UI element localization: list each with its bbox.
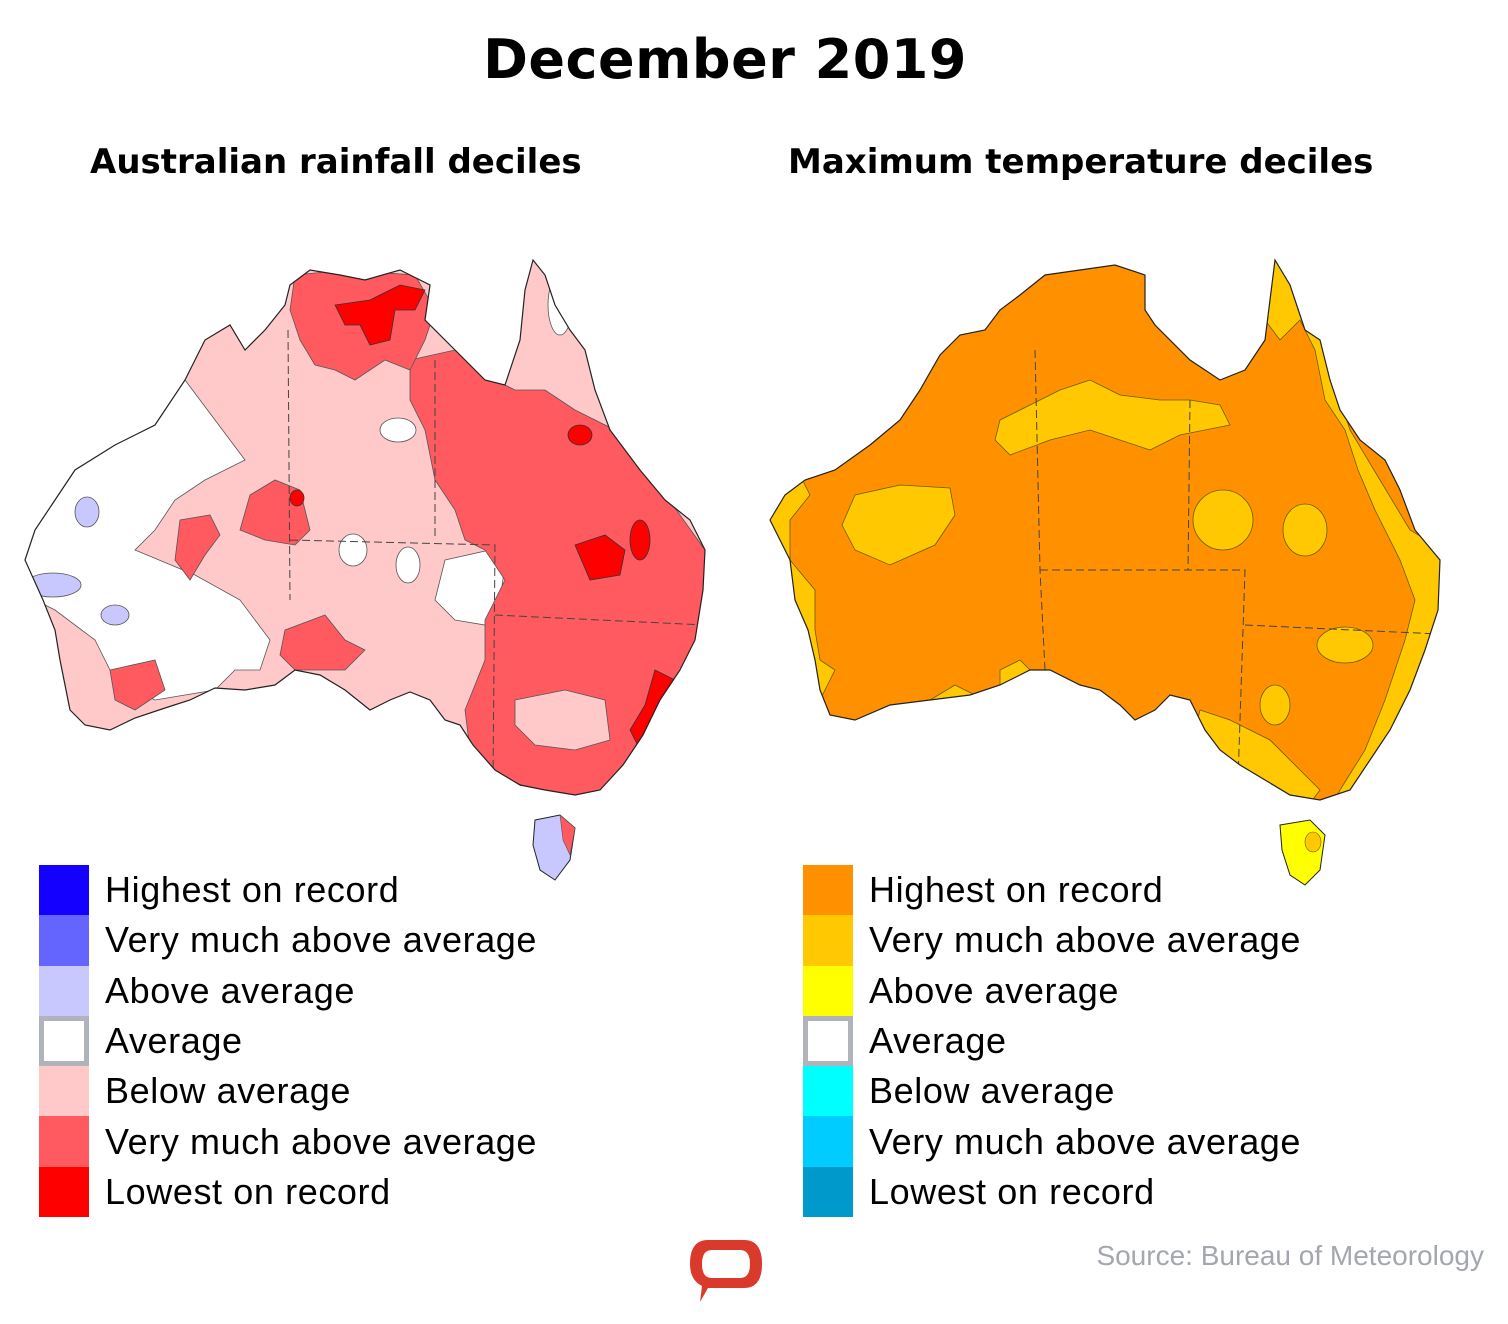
rainfall-legend-label: Highest on record <box>105 869 400 911</box>
rainfall-legend-item: Very much above average <box>39 915 538 966</box>
rainfall-legend-swatch <box>39 1116 89 1167</box>
temperature-very-much-above-patch-wa <box>841 484 956 566</box>
temperature-very-much-above-patch <box>1316 626 1374 664</box>
temperature-legend-label: Very much above average <box>869 1120 1302 1162</box>
rainfall-legend-label: Lowest on record <box>105 1170 391 1212</box>
state-borders <box>1034 349 1440 781</box>
temperature-very-much-above-band-north <box>994 379 1231 456</box>
temperature-highest-region <box>770 260 1440 800</box>
temperature-legend-label: Above average <box>869 969 1119 1011</box>
temperature-legend-swatch <box>803 965 853 1016</box>
rainfall-below-average-patch-vic <box>514 689 611 751</box>
rainfall-average-patch <box>379 417 417 443</box>
rainfall-very-much-below-patch-sw <box>109 659 166 711</box>
temperature-legend-swatch <box>803 865 853 916</box>
rainfall-legend-item: Average <box>39 1015 537 1067</box>
rainfall-legend-swatch <box>39 865 89 916</box>
temperature-legend-swatch <box>803 1116 853 1167</box>
rainfall-above-average-patch <box>100 604 130 626</box>
temperature-map-title: Maximum temperature deciles <box>788 142 1374 182</box>
rainfall-very-much-below-patch-south <box>279 614 366 671</box>
state-borders <box>287 329 705 781</box>
rainfall-legend-item: Above average <box>39 965 537 1016</box>
rainfall-lowest-region-nt <box>334 284 426 346</box>
rainfall-legend: Highest on record Very much above average… <box>39 865 538 1218</box>
rainfall-lowest-patch-qld <box>574 534 626 581</box>
rainfall-lowest-patch <box>289 489 305 507</box>
rainfall-average-patch <box>547 274 573 336</box>
rainfall-legend-label: Average <box>105 1020 243 1062</box>
temperature-legend-label: Below average <box>869 1070 1115 1112</box>
rainfall-legend-item: Lowest on record <box>39 1166 537 1218</box>
temperature-legend-label: Lowest on record <box>869 1170 1155 1212</box>
rainfall-legend-swatch <box>39 1166 89 1218</box>
temperature-legend-label: Very much above average <box>869 919 1302 961</box>
temperature-legend-swatch <box>803 1015 853 1067</box>
temperature-very-much-above-patch <box>1192 489 1254 551</box>
temperature-legend-item: Above average <box>803 965 1301 1016</box>
rainfall-legend-label: Below average <box>105 1070 351 1112</box>
rainfall-deciles-map <box>24 259 706 881</box>
temperature-legend-item: Very much above average <box>803 1116 1302 1167</box>
rainfall-lowest-patch <box>629 519 651 561</box>
temperature-legend-item: Lowest on record <box>803 1166 1301 1218</box>
temperature-very-much-above-patch <box>1282 503 1328 557</box>
temperature-legend-label: Average <box>869 1020 1007 1062</box>
temperature-legend: Highest on record Very much above average… <box>803 865 1302 1218</box>
rainfall-above-average-patch <box>169 725 201 755</box>
rainfall-average-patch <box>395 546 421 584</box>
rainfall-legend-swatch <box>39 1066 89 1117</box>
temperature-deciles-map <box>769 259 1441 886</box>
temperature-legend-item: Very much above average <box>803 915 1302 966</box>
rainfall-above-average-patch <box>74 496 100 528</box>
tasmania-temperature-patch <box>1304 831 1322 853</box>
temperature-legend-swatch <box>803 1166 853 1218</box>
source-credit: Source: Bureau of Meteorology <box>1096 1240 1484 1271</box>
rainfall-very-much-below-patch-west <box>174 514 221 581</box>
page-title: December 2019 <box>483 28 967 91</box>
temperature-legend-swatch <box>803 1066 853 1117</box>
temperature-very-much-above-patch <box>1259 684 1291 726</box>
rainfall-legend-item: Below average <box>39 1066 537 1117</box>
rainfall-above-average-patch <box>25 572 82 598</box>
rainfall-lowest-patch <box>567 424 593 446</box>
temperature-legend-item: Average <box>803 1015 1301 1067</box>
tasmania-rainfall-east <box>559 814 576 856</box>
temperature-legend-label: Highest on record <box>869 869 1164 911</box>
temperature-legend-item: Below average <box>803 1066 1301 1117</box>
temperature-legend-swatch <box>803 915 853 966</box>
rainfall-legend-label: Very much above average <box>105 919 538 961</box>
temperature-legend-item: Highest on record <box>803 865 1301 916</box>
rainfall-map-title: Australian rainfall deciles <box>90 142 582 182</box>
rainfall-legend-item: Highest on record <box>39 865 537 916</box>
rainfall-legend-swatch <box>39 965 89 1016</box>
rainfall-legend-label: Very much above average <box>105 1120 538 1162</box>
rainfall-legend-label: Above average <box>105 969 355 1011</box>
rainfall-legend-swatch <box>39 1015 89 1067</box>
rainfall-legend-swatch <box>39 915 89 966</box>
publisher-logo-icon <box>690 1240 762 1302</box>
rainfall-average-patch <box>338 533 368 567</box>
rainfall-legend-item: Very much above average <box>39 1116 538 1167</box>
